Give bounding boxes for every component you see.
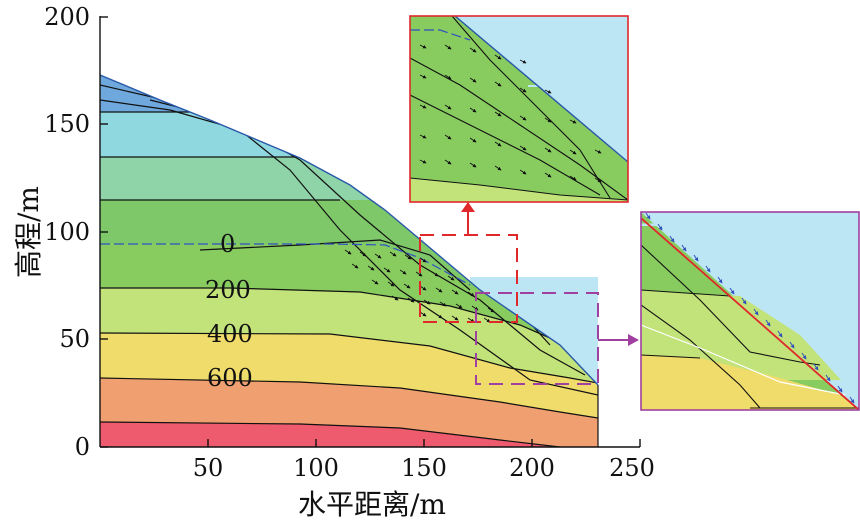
y-tick-label-0: 0 (75, 433, 90, 461)
y-tick-label-200: 200 (44, 3, 90, 31)
zoom-arrow-red (461, 202, 475, 212)
x-tick-label-150: 150 (401, 454, 447, 482)
contour-label-0: 0 (220, 230, 235, 258)
x-tick-label-250: 250 (609, 454, 655, 482)
water-table (100, 243, 471, 286)
axes: 0 50 100 150 200 50 100 150 200 250 水平距离… (12, 3, 655, 521)
y-tick-marks (100, 16, 108, 448)
seepage-arrows (344, 249, 495, 323)
inset1-contours (410, 16, 628, 201)
slope-surface (99, 74, 599, 386)
y-tick-label-50: 50 (59, 325, 90, 353)
x-axis-title: 水平距离/m (298, 488, 446, 521)
y-tick-label-100: 100 (44, 218, 90, 246)
y-axis-title: 高程/m (12, 186, 45, 278)
inset2-boundary-arrows (645, 212, 855, 404)
inset2-phreatic-line (641, 324, 846, 396)
x-tick-label-50: 50 (193, 454, 224, 482)
inset2-slope-surface (641, 217, 859, 410)
x-tick-marks (207, 439, 641, 447)
inset2-yellow-band (641, 355, 859, 410)
band-blue (100, 75, 260, 112)
inset2-frame (640, 211, 860, 411)
inset1-frame (409, 15, 629, 203)
zoom-arrow-purple (628, 334, 639, 346)
contour-label-400: 400 (207, 320, 253, 348)
contour-label-200: 200 (205, 276, 251, 304)
x-tick-label-100: 100 (293, 454, 339, 482)
inset-red (409, 15, 629, 203)
zoom-box-purple (475, 292, 599, 385)
inset2-waterline (641, 224, 859, 226)
x-tick-label-200: 200 (509, 454, 555, 482)
inset1-slope-surface (454, 16, 628, 163)
inset1-arrows (419, 44, 602, 183)
inset1-slope-body (410, 16, 628, 202)
y-tick-label-150: 150 (44, 110, 90, 138)
inset1-waterline (528, 85, 628, 87)
inset-purple (640, 211, 860, 411)
inset1-water-table (410, 29, 471, 41)
contour-label-600: 600 (207, 364, 253, 392)
